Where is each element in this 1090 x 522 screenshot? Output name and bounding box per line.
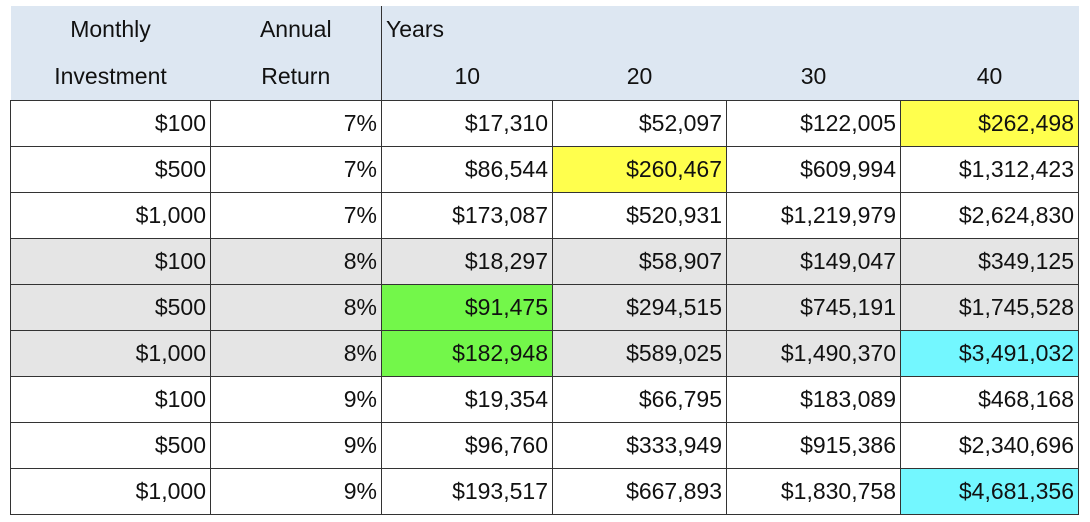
cell-investment: $100 [10,100,211,147]
header-row-1: Monthly Annual Years [10,6,1079,53]
cell-year-10: $18,297 [381,238,553,285]
table-row: $1,000 9% $193,517 $667,893 $1,830,758 $… [10,468,1079,515]
table-row: $500 9% $96,760 $333,949 $915,386 $2,340… [10,422,1079,469]
cell-year-20: $667,893 [552,468,727,515]
table-row: $500 7% $86,544 $260,467 $609,994 $1,312… [10,146,1079,193]
header-year-10: 10 [381,53,553,101]
cell-year-10: $96,760 [381,422,553,469]
cell-return: 7% [210,192,382,239]
investment-table-container: Monthly Annual Years Investment Return 1… [10,6,1079,515]
cell-investment: $500 [10,146,211,193]
header-investment: Investment [10,53,211,101]
table-row: $1,000 7% $173,087 $520,931 $1,219,979 $… [10,192,1079,239]
cell-return: 9% [210,422,382,469]
cell-year-40: $2,340,696 [900,422,1079,469]
investment-growth-table: Monthly Annual Years Investment Return 1… [10,6,1079,515]
cell-year-10-highlight: $182,948 [381,330,553,377]
cell-year-40: $468,168 [900,376,1079,423]
header-annual: Annual [210,6,382,53]
cell-year-40-highlight: $4,681,356 [900,468,1079,515]
table-row: $500 8% $91,475 $294,515 $745,191 $1,745… [10,284,1079,331]
cell-year-40: $1,312,423 [900,146,1079,193]
header-blank-30 [726,6,901,53]
cell-return: 9% [210,376,382,423]
cell-year-30: $122,005 [726,100,901,147]
cell-return: 7% [210,100,382,147]
cell-year-30: $183,089 [726,376,901,423]
cell-year-40: $2,624,830 [900,192,1079,239]
cell-year-40-highlight: $3,491,032 [900,330,1079,377]
cell-year-40: $1,745,528 [900,284,1079,331]
cell-year-20: $58,907 [552,238,727,285]
cell-year-20: $589,025 [552,330,727,377]
cell-year-30: $915,386 [726,422,901,469]
cell-year-30: $149,047 [726,238,901,285]
cell-investment: $500 [10,284,211,331]
cell-investment: $100 [10,238,211,285]
table-row: $100 8% $18,297 $58,907 $149,047 $349,12… [10,238,1079,285]
cell-investment: $1,000 [10,330,211,377]
cell-return: 9% [210,468,382,515]
cell-year-10: $193,517 [381,468,553,515]
table-row: $1,000 8% $182,948 $589,025 $1,490,370 $… [10,330,1079,377]
cell-return: 8% [210,284,382,331]
cell-investment: $500 [10,422,211,469]
header-year-20: 20 [552,53,727,101]
cell-year-30: $1,830,758 [726,468,901,515]
cell-year-40: $349,125 [900,238,1079,285]
cell-return: 8% [210,330,382,377]
cell-year-20: $520,931 [552,192,727,239]
cell-year-30: $1,219,979 [726,192,901,239]
cell-year-10: $17,310 [381,100,553,147]
cell-year-20: $294,515 [552,284,727,331]
cell-year-20-highlight: $260,467 [552,146,727,193]
cell-year-30: $609,994 [726,146,901,193]
header-year-30: 30 [726,53,901,101]
header-years: Years [381,6,553,53]
cell-return: 8% [210,238,382,285]
cell-investment: $1,000 [10,192,211,239]
cell-year-10: $19,354 [381,376,553,423]
header-row-2: Investment Return 10 20 30 40 [10,53,1079,101]
cell-investment: $1,000 [10,468,211,515]
table-row: $100 9% $19,354 $66,795 $183,089 $468,16… [10,376,1079,423]
cell-year-10: $173,087 [381,192,553,239]
cell-year-30: $745,191 [726,284,901,331]
header-year-40: 40 [900,53,1079,101]
cell-year-10: $86,544 [381,146,553,193]
table-row: $100 7% $17,310 $52,097 $122,005 $262,49… [10,100,1079,147]
cell-year-40-highlight: $262,498 [900,100,1079,147]
cell-year-20: $333,949 [552,422,727,469]
header-return: Return [210,53,382,101]
header-blank-40 [900,6,1079,53]
cell-year-30: $1,490,370 [726,330,901,377]
cell-year-20: $52,097 [552,100,727,147]
header-blank-20 [552,6,727,53]
header-monthly: Monthly [10,6,211,53]
cell-return: 7% [210,146,382,193]
cell-year-10-highlight: $91,475 [381,284,553,331]
cell-investment: $100 [10,376,211,423]
cell-year-20: $66,795 [552,376,727,423]
